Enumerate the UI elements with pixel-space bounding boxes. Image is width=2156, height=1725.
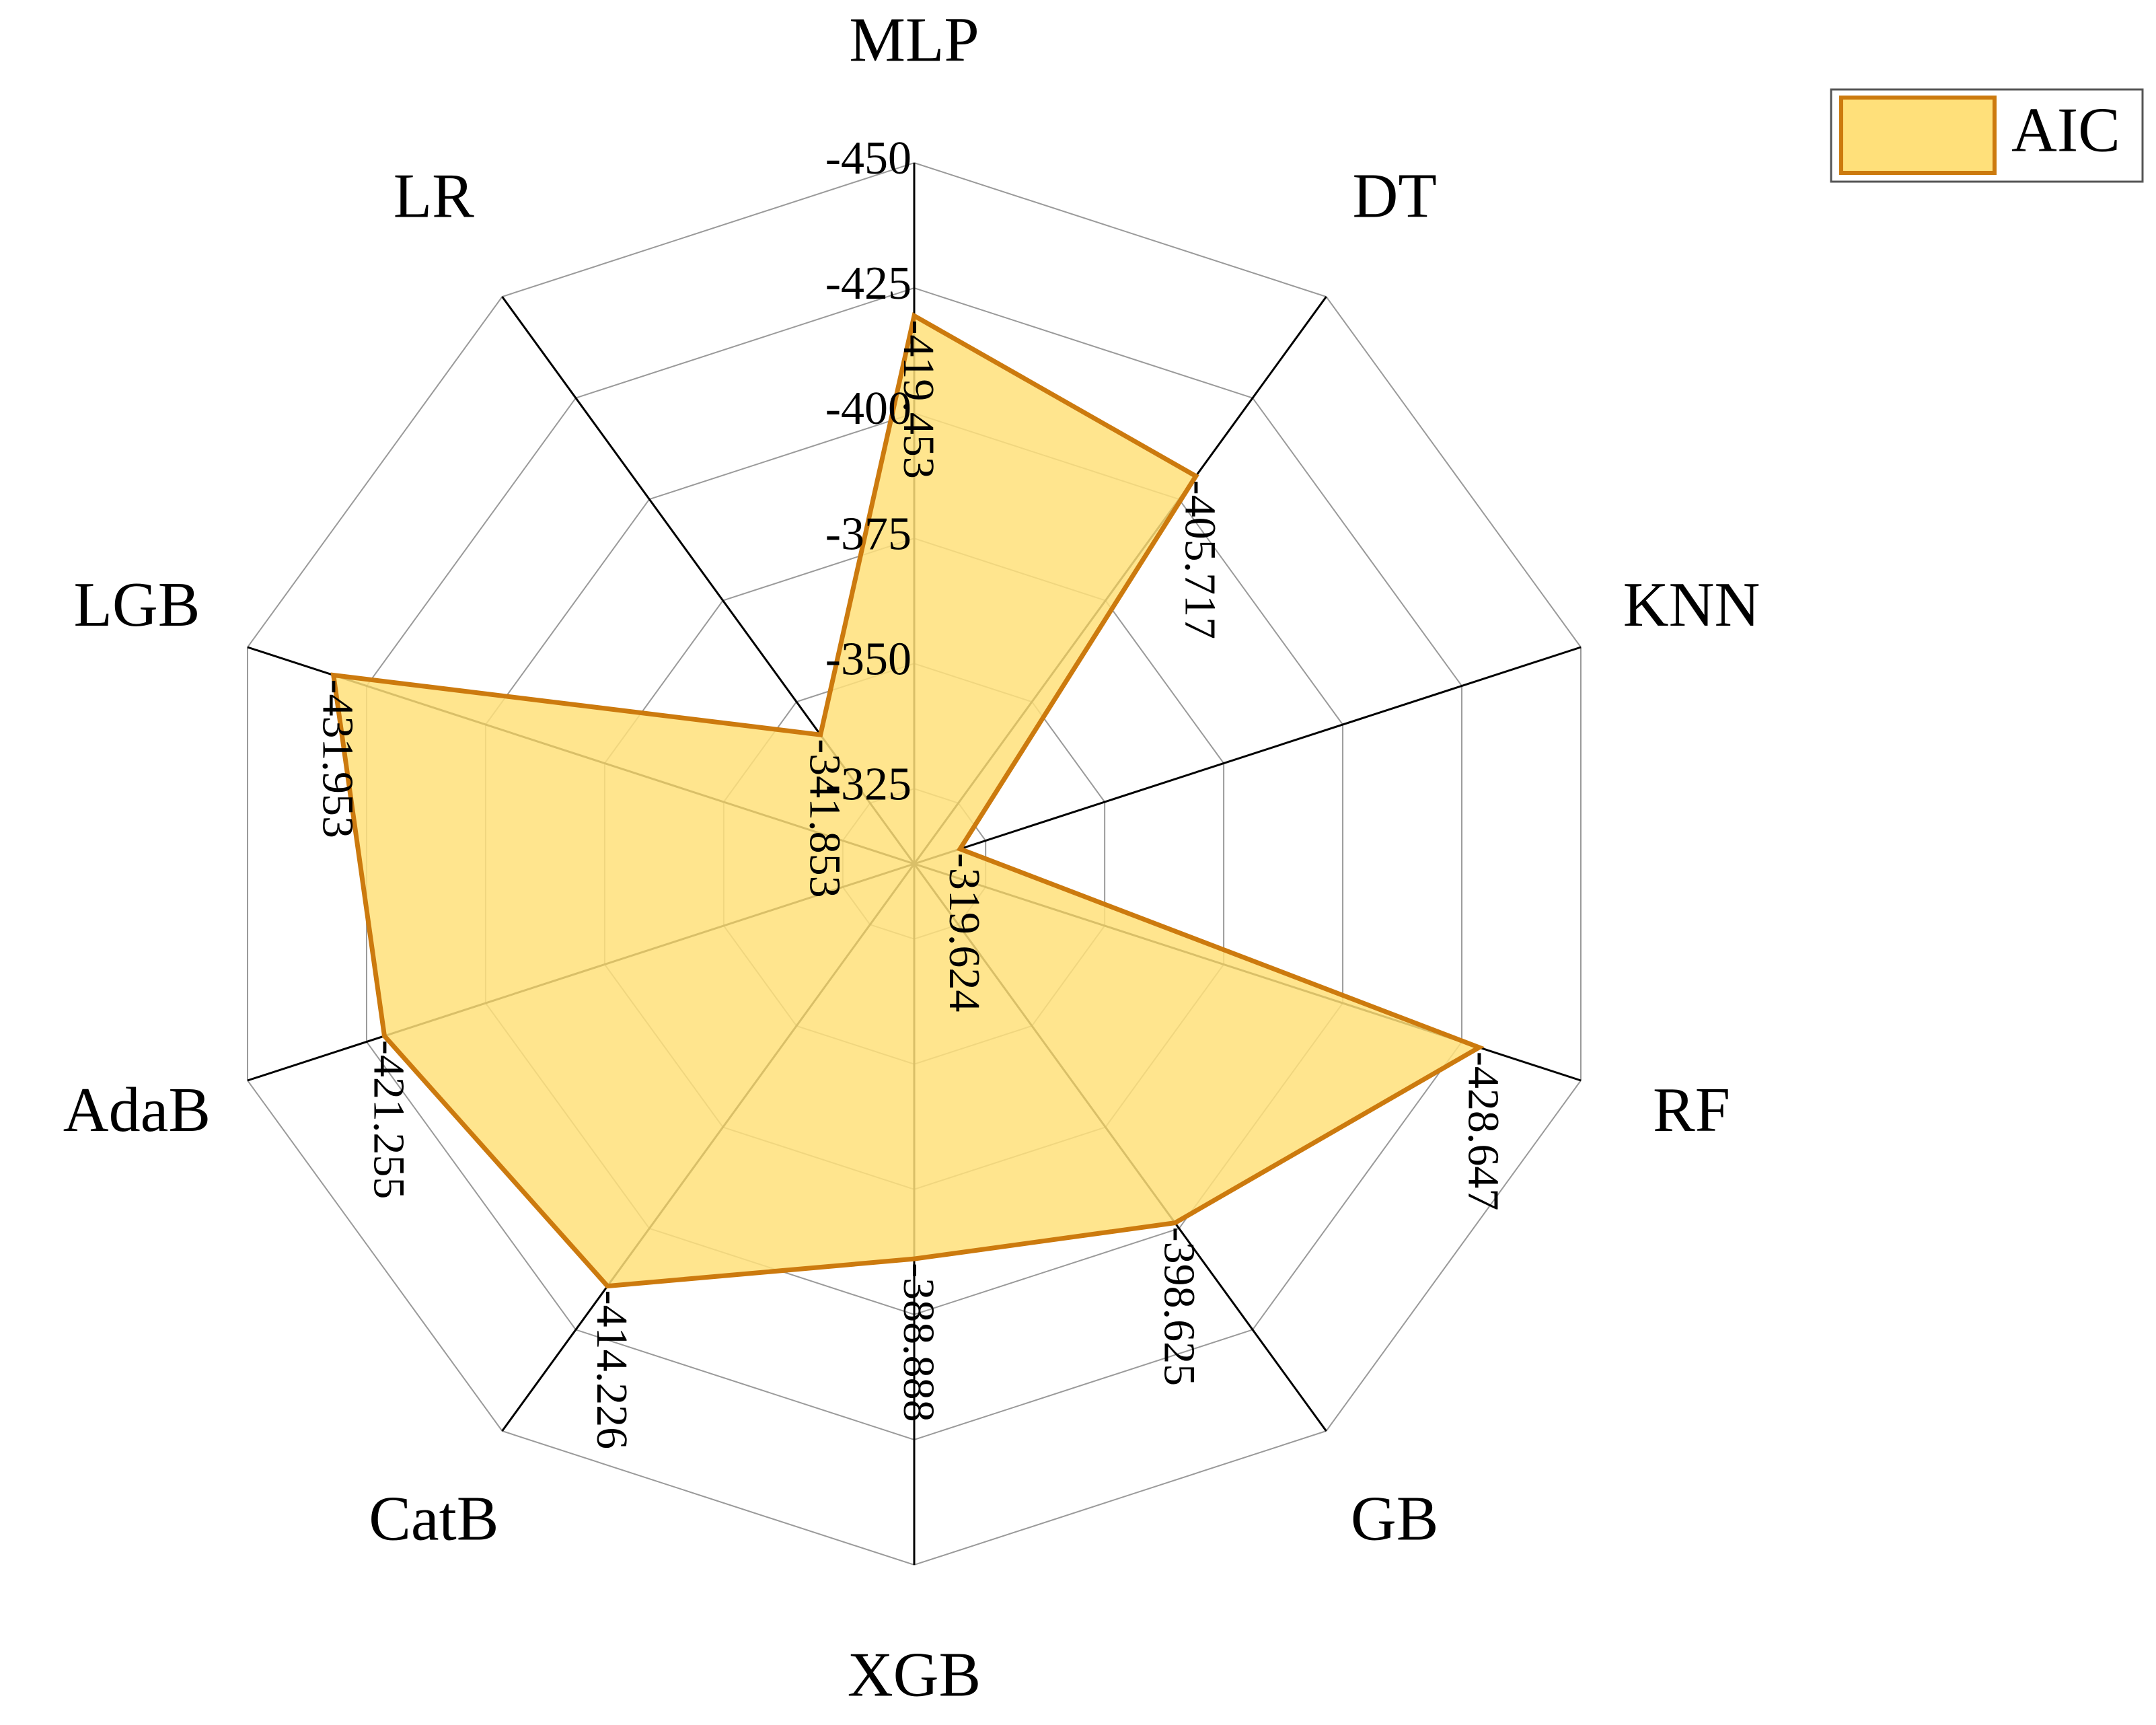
category-label: XGB xyxy=(848,1640,981,1710)
data-label: -341.853 xyxy=(801,739,850,897)
r-tick-label: -400 xyxy=(825,383,912,435)
data-label: -398.625 xyxy=(1155,1227,1204,1386)
data-label: -421.255 xyxy=(364,1040,413,1199)
category-label: DT xyxy=(1353,161,1437,231)
data-label: -431.953 xyxy=(313,680,363,838)
legend-label: AIC xyxy=(2011,96,2120,166)
data-label: -388.888 xyxy=(894,1263,943,1422)
r-tick-label: -425 xyxy=(825,258,912,309)
data-label: -419.453 xyxy=(894,320,943,478)
category-label: MLP xyxy=(849,5,979,75)
data-label: -414.226 xyxy=(587,1290,636,1449)
category-label: RF xyxy=(1653,1075,1730,1145)
category-label: GB xyxy=(1351,1484,1439,1554)
legend-swatch xyxy=(1839,96,1997,175)
data-label: -405.717 xyxy=(1176,480,1225,639)
category-label: AdaB xyxy=(63,1075,211,1145)
r-tick-label: -375 xyxy=(825,508,912,560)
series-area xyxy=(330,311,1485,1289)
r-tick-label: -325 xyxy=(825,758,912,810)
data-label: -428.647 xyxy=(1459,1052,1508,1210)
data-label: -319.624 xyxy=(940,853,989,1012)
category-label: CatB xyxy=(369,1484,498,1554)
category-label: LGB xyxy=(73,570,200,640)
category-label: KNN xyxy=(1623,570,1760,640)
axis-spoke xyxy=(914,646,1582,865)
r-tick-label: -450 xyxy=(825,133,912,184)
r-tick-label: -350 xyxy=(825,633,912,685)
category-label: LR xyxy=(394,161,474,231)
